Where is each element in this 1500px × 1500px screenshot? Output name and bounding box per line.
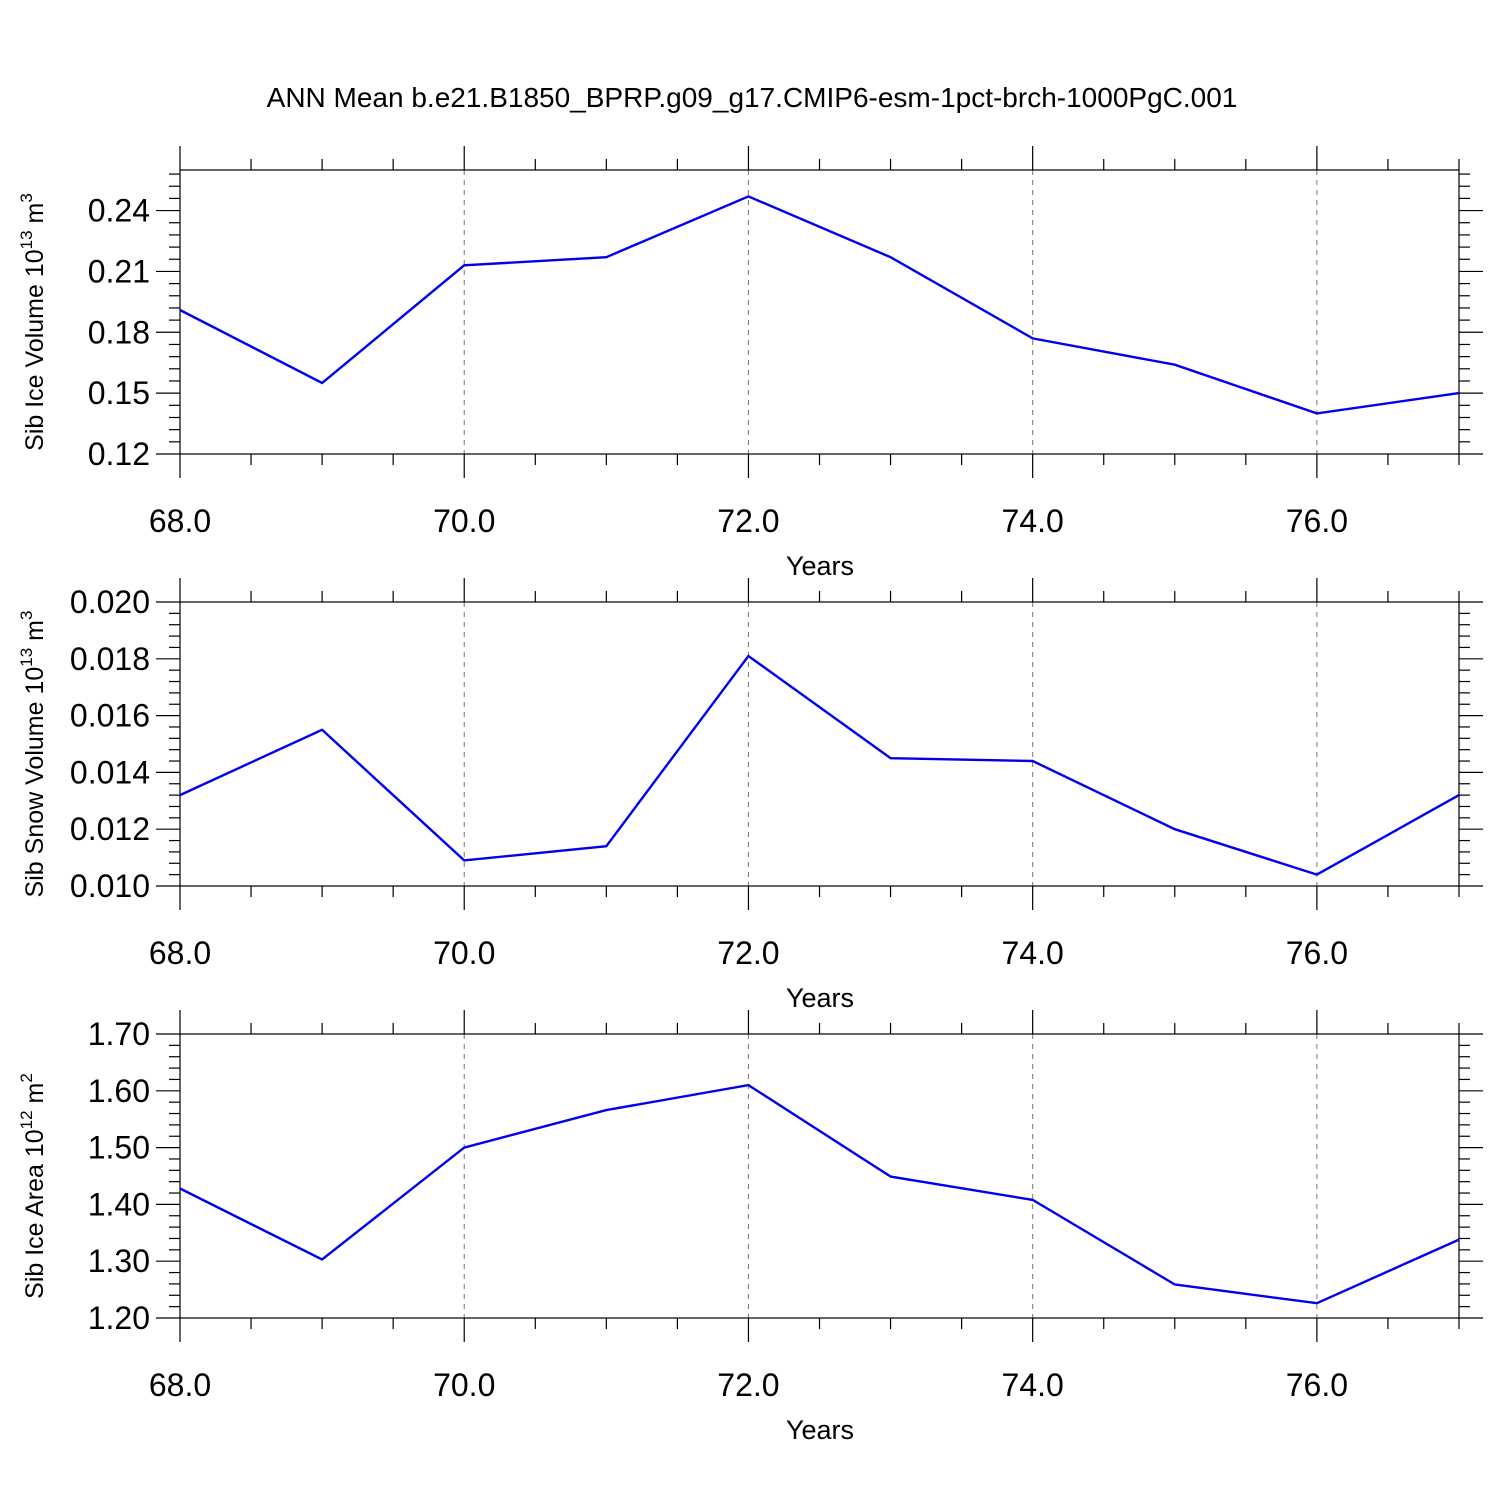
- y-tick-label: 0.012: [70, 811, 150, 847]
- x-tick-label: 74.0: [1002, 935, 1064, 971]
- x-tick-label: 76.0: [1286, 935, 1348, 971]
- y-tick-label: 0.18: [88, 314, 150, 350]
- y-axis-title: Sib Ice Area 1012 m2: [17, 1073, 49, 1299]
- x-tick-label: 72.0: [717, 1367, 779, 1403]
- y-tick-label: 1.30: [88, 1243, 150, 1279]
- x-tick-label: 74.0: [1002, 1367, 1064, 1403]
- y-axis-title-main: Sib Snow Volume 10: [21, 667, 49, 898]
- y-axis-title-unit-exponent: 2: [17, 1073, 36, 1082]
- y-axis-title-main: Sib Ice Area 10: [21, 1129, 49, 1299]
- x-tick-label: 68.0: [149, 1367, 211, 1403]
- x-tick-label: 70.0: [433, 935, 495, 971]
- y-axis-title-exponent: 13: [17, 648, 36, 667]
- y-tick-label: 0.016: [70, 698, 150, 734]
- y-axis-title-unit-exponent: 3: [17, 193, 36, 202]
- x-tick-label: 68.0: [149, 503, 211, 539]
- y-tick-label: 0.018: [70, 641, 150, 677]
- y-tick-label: 0.15: [88, 375, 150, 411]
- x-tick-label: 72.0: [717, 503, 779, 539]
- x-tick-label: 76.0: [1286, 503, 1348, 539]
- y-tick-label: 0.12: [88, 436, 150, 472]
- x-tick-label: 70.0: [433, 503, 495, 539]
- x-tick-label: 76.0: [1286, 1367, 1348, 1403]
- y-tick-label: 1.20: [88, 1300, 150, 1336]
- y-axis-title-unit-exponent: 3: [17, 611, 36, 620]
- y-axis-title: Sib Snow Volume 1013 m3: [17, 611, 49, 898]
- series-line: [179, 654, 1460, 876]
- panel-1: 68.0 70.0 72.0 74.0 76.0 0.12 0.15 0.18 0.21 0.24…: [17, 146, 1483, 581]
- x-tick-label: 68.0: [149, 935, 211, 971]
- y-tick-label: 0.020: [70, 584, 150, 620]
- x-axis-title: Years: [786, 983, 854, 1013]
- y-tick-label: 1.50: [88, 1130, 150, 1166]
- y-axis-title-main: Sib Ice Volume 10: [21, 249, 49, 451]
- x-tick-label: 74.0: [1002, 503, 1064, 539]
- x-axis-title: Years: [786, 551, 854, 581]
- y-axis-title: Sib Ice Volume 1013 m3: [17, 193, 49, 451]
- panels: 68.0 70.0 72.0 74.0 76.0 0.12 0.15 0.18 0.21 0.24…: [17, 146, 1483, 1445]
- series-line: [179, 195, 1460, 415]
- figure-title: ANN Mean b.e21.B1850_BPRP.g09_g17.CMIP6-…: [267, 82, 1238, 113]
- y-tick-label: 1.40: [88, 1186, 150, 1222]
- y-tick-label: 0.010: [70, 868, 150, 904]
- y-tick-label: 0.21: [88, 253, 150, 289]
- y-tick-label: 1.70: [88, 1016, 150, 1052]
- y-axis-title-exponent: 12: [17, 1110, 36, 1129]
- y-axis-title-unit: m: [21, 620, 49, 648]
- y-axis-title-exponent: 13: [17, 230, 36, 249]
- y-axis-title-unit: m: [21, 1083, 49, 1111]
- panel-2: 68.0 70.0 72.0 74.0 76.0 0.010 0.012 0.014 0.016…: [17, 578, 1483, 1013]
- y-axis-title-unit: m: [21, 203, 49, 231]
- x-tick-label: 72.0: [717, 935, 779, 971]
- x-tick-label: 70.0: [433, 1367, 495, 1403]
- panel-3: 68.0 70.0 72.0 74.0 76.0 1.20 1.30 1.40 1.50 1.60…: [17, 1010, 1483, 1445]
- y-tick-label: 1.60: [88, 1073, 150, 1109]
- y-tick-label: 0.014: [70, 754, 150, 790]
- series-line: [179, 1083, 1460, 1305]
- x-axis-title: Years: [786, 1415, 854, 1445]
- y-tick-label: 0.24: [88, 193, 150, 229]
